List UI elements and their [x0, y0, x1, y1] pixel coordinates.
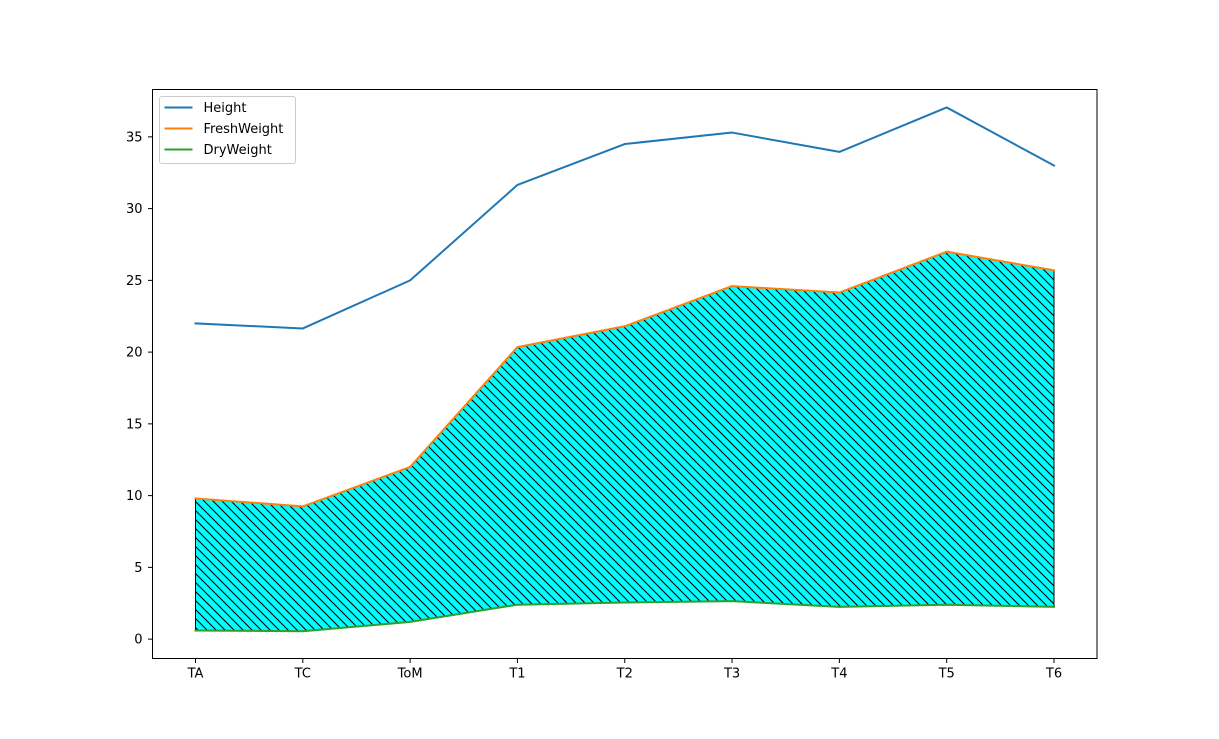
series-line-dryweight — [194, 600, 1056, 633]
y-tick-label: 25 — [126, 274, 143, 289]
legend-box — [159, 96, 296, 164]
x-tick-label: T3 — [723, 667, 740, 682]
x-tick-label: T4 — [830, 667, 847, 682]
fill-layer — [195, 251, 1055, 632]
fill-area-freshweight-dryweight — [195, 251, 1055, 632]
y-tick-label: 5 — [134, 561, 142, 576]
y-tick-label: 30 — [126, 202, 143, 217]
lines-layer — [194, 106, 1056, 633]
x-tick-label: TA — [187, 667, 204, 682]
legend: Height FreshWeight DryWeight — [159, 96, 296, 164]
series-line-freshweight — [194, 250, 1056, 508]
y-tick-label: 20 — [126, 346, 143, 361]
y-tick-label: 35 — [126, 130, 143, 145]
legend-label-freshweight: FreshWeight — [204, 122, 284, 137]
legend-label-height: Height — [204, 101, 247, 116]
x-tick-label: T1 — [508, 667, 525, 682]
legend-label-dryweight: DryWeight — [204, 143, 272, 158]
x-tick-label: TC — [294, 667, 311, 682]
y-tick-label: 15 — [126, 417, 143, 432]
x-tick-label: T6 — [1045, 667, 1062, 682]
y-axis: 0 5 10 15 20 25 30 35 — [126, 130, 153, 648]
y-tick-label: 0 — [134, 633, 142, 648]
x-tick-label: T5 — [938, 667, 955, 682]
y-tick-label: 10 — [126, 489, 143, 504]
series-line-height — [194, 106, 1056, 330]
x-axis: TA TC ToM T1 T2 T3 T4 T5 T6 — [187, 658, 1062, 682]
x-tick-label: ToM — [397, 667, 423, 682]
x-tick-label: T2 — [616, 667, 633, 682]
